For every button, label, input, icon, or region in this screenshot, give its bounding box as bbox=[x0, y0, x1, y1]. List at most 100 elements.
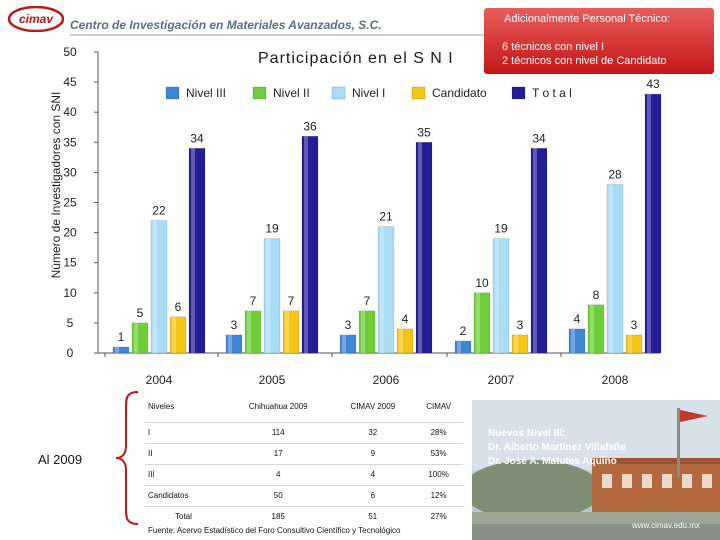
table-cell: Candidatos bbox=[148, 491, 189, 500]
note-title: Adicionalmente Personal Técnico: bbox=[504, 13, 671, 25]
bar-value-label: 7 bbox=[364, 294, 371, 308]
bar-highlight bbox=[285, 310, 289, 353]
bar-value-label: 5 bbox=[137, 306, 144, 320]
bar-value-label: 21 bbox=[379, 210, 393, 224]
bar-value-label: 7 bbox=[250, 294, 257, 308]
bar-value-label: 28 bbox=[608, 167, 622, 181]
table-row: I 114 32 28% bbox=[145, 422, 463, 443]
bar-value-label: 22 bbox=[152, 204, 166, 218]
legend-entry: Candidato bbox=[432, 86, 487, 100]
y-tick-label: 30 bbox=[63, 165, 77, 179]
header-cimav-percent: CIMAV bbox=[426, 402, 451, 412]
building-photo: Nuevos Nivel III: Dr. Alberto Martínez V… bbox=[472, 400, 720, 540]
table-cell: 28% bbox=[430, 428, 447, 437]
bar-value-label: 2 bbox=[460, 324, 467, 338]
bar-value-label: 3 bbox=[231, 318, 238, 332]
legend-swatch bbox=[511, 86, 526, 100]
bar-value-label: 43 bbox=[646, 77, 660, 91]
table-cell: 53% bbox=[430, 449, 447, 458]
table-cell: 50 bbox=[273, 491, 283, 500]
bar-highlight bbox=[457, 340, 461, 353]
bar-value-label: 19 bbox=[494, 222, 508, 236]
note-line-2: 2 técnicos con nivel de Candidato bbox=[502, 55, 667, 67]
bar-highlight bbox=[418, 142, 422, 353]
y-tick-label: 40 bbox=[63, 105, 77, 119]
bar-value-label: 6 bbox=[175, 300, 182, 314]
y-tick-label: 0 bbox=[67, 346, 74, 360]
legend-entry: Nivel II bbox=[273, 86, 310, 100]
table-row: II 17 9 53% bbox=[145, 443, 463, 464]
legend-swatch bbox=[411, 86, 426, 100]
table-cell: 4 bbox=[370, 470, 376, 479]
bar-highlight bbox=[609, 184, 613, 353]
bar-highlight bbox=[514, 334, 518, 353]
y-tick-label: 10 bbox=[63, 286, 77, 300]
bar-highlight bbox=[533, 148, 537, 353]
header-divider bbox=[70, 34, 508, 36]
header-cimav-2009: CIMAV 2009 bbox=[350, 402, 396, 412]
bar-highlight bbox=[115, 346, 119, 353]
bar-value-label: 1 bbox=[118, 330, 125, 344]
svg-text:cimav: cimav bbox=[19, 12, 54, 26]
left-brace bbox=[115, 391, 139, 525]
y-tick-label: 50 bbox=[63, 45, 77, 59]
legend-entry: Nivel III bbox=[186, 86, 226, 100]
header: cimav Centro de Investigación en Materia… bbox=[0, 0, 720, 36]
legend-entry: Nivel I bbox=[352, 86, 385, 100]
table-cell: 185 bbox=[271, 512, 285, 522]
bar-value-label: 19 bbox=[265, 222, 279, 236]
bar bbox=[301, 135, 319, 354]
bar bbox=[131, 322, 149, 354]
table-cell: 6 bbox=[370, 491, 376, 500]
as-of-2009-label: Al 2009 bbox=[38, 452, 83, 467]
table-cell: 4 bbox=[275, 470, 281, 479]
bar-highlight bbox=[266, 238, 270, 353]
table-cell: III bbox=[148, 470, 155, 479]
legend-swatch bbox=[252, 86, 267, 100]
bar bbox=[511, 334, 529, 354]
bar-value-label: 4 bbox=[574, 312, 581, 326]
bar-value-label: 36 bbox=[303, 119, 317, 133]
bar-value-label: 3 bbox=[517, 318, 524, 332]
bar-highlight bbox=[495, 238, 499, 353]
bar bbox=[188, 148, 206, 354]
bar bbox=[282, 310, 300, 354]
table-row: III 4 4 100% bbox=[145, 464, 463, 485]
table-cell: II bbox=[148, 449, 153, 458]
bar bbox=[454, 340, 472, 354]
bar bbox=[339, 334, 357, 354]
source-note: Fuente: Acervo Estadístico del Foro Cons… bbox=[148, 526, 401, 535]
website-link[interactable]: www.cimav.edu.mx bbox=[632, 521, 700, 530]
table-cell: Total bbox=[175, 512, 192, 522]
note-line-1: 6 técnicos con nivel I bbox=[502, 41, 605, 53]
y-tick-label: 5 bbox=[67, 316, 74, 330]
x-category-label: 2004 bbox=[146, 373, 173, 387]
bar-highlight bbox=[247, 310, 251, 353]
bar bbox=[530, 148, 548, 354]
new-level-iii-name-1: Dr. Alberto Martínez Villafañe bbox=[488, 442, 626, 453]
bar bbox=[244, 310, 262, 354]
cimav-logo: cimav bbox=[8, 6, 64, 32]
bar bbox=[150, 220, 168, 354]
table-cell: 114 bbox=[271, 428, 285, 437]
bar-highlight bbox=[476, 292, 480, 353]
bar bbox=[112, 346, 130, 354]
bar bbox=[625, 334, 643, 354]
bar-value-label: 4 bbox=[402, 312, 409, 326]
bar-value-label: 35 bbox=[417, 125, 431, 139]
bar bbox=[492, 238, 510, 354]
table-cell: 27% bbox=[430, 512, 447, 522]
bar bbox=[644, 93, 662, 354]
sni-comparison-table: Niveles Chihuahua 2009 CIMAV 2009 CIMAV … bbox=[145, 392, 463, 527]
legend-swatch bbox=[331, 86, 346, 100]
bar-highlight bbox=[191, 148, 195, 353]
bar-highlight bbox=[361, 310, 365, 353]
bar bbox=[377, 226, 395, 354]
bar bbox=[606, 184, 624, 354]
x-category-label: 2007 bbox=[488, 373, 515, 387]
bar bbox=[396, 328, 414, 354]
bar-highlight bbox=[228, 334, 232, 353]
bar bbox=[225, 334, 243, 354]
